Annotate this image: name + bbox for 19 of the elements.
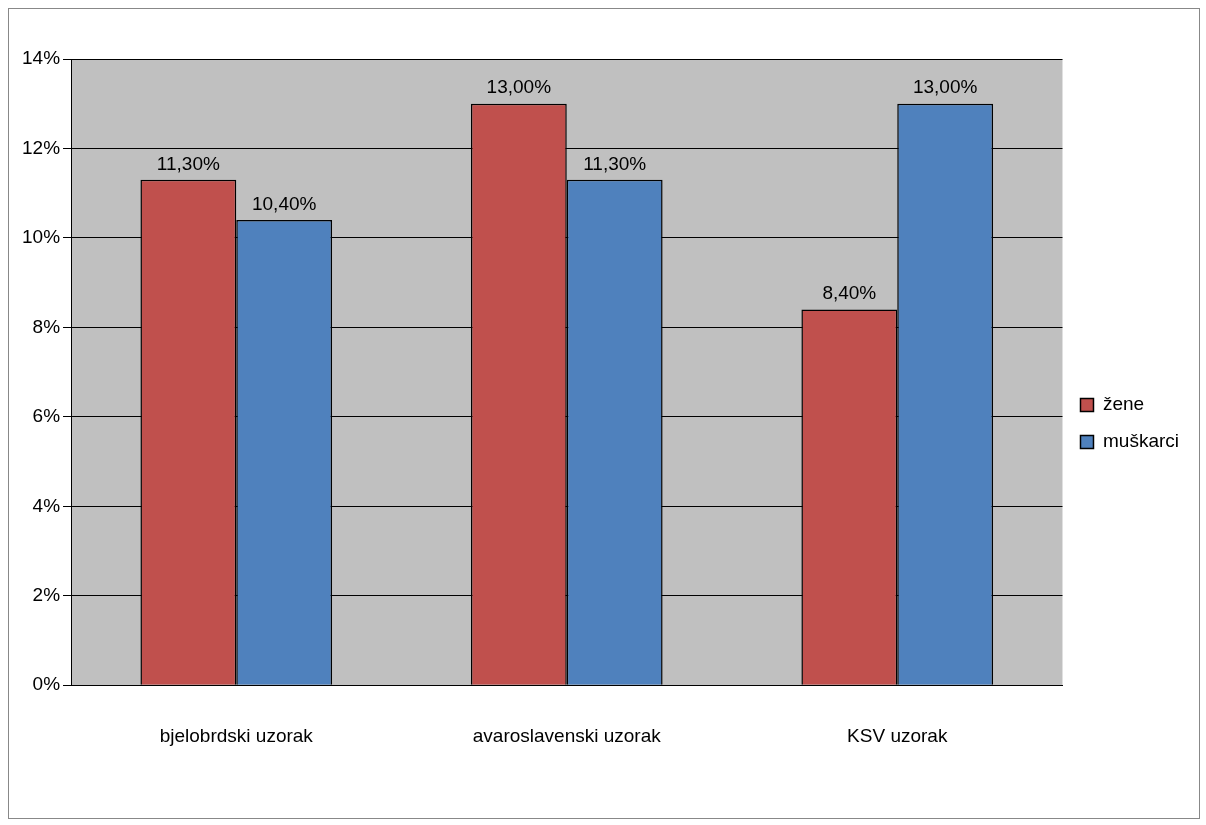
y-tick-label: 2% [32,583,61,605]
legend-label: muškarci [1102,430,1180,452]
data-label: 10,40% [251,192,317,214]
x-tick-label: avaroslavenski uzorak [472,724,662,746]
y-tick-label: 10% [22,226,61,248]
y-tick-label: 4% [32,494,61,516]
y-tick-label: 14% [22,47,61,69]
x-tick-label: KSV uzorak [847,724,948,746]
data-label: 11,30% [156,152,220,174]
y-tick-label: 0% [32,673,61,695]
x-tick-label: bjelobrdski uzorak [159,724,314,746]
data-label: 13,00% [486,76,552,98]
data-label: 8,40% [822,282,877,304]
y-tick-label: 6% [32,405,61,427]
y-tick-label: 8% [32,315,61,337]
data-label: 11,30% [583,152,647,174]
legend-label: žene [1102,393,1145,415]
data-label: 13,00% [912,76,978,98]
y-tick-label: 12% [22,136,61,158]
